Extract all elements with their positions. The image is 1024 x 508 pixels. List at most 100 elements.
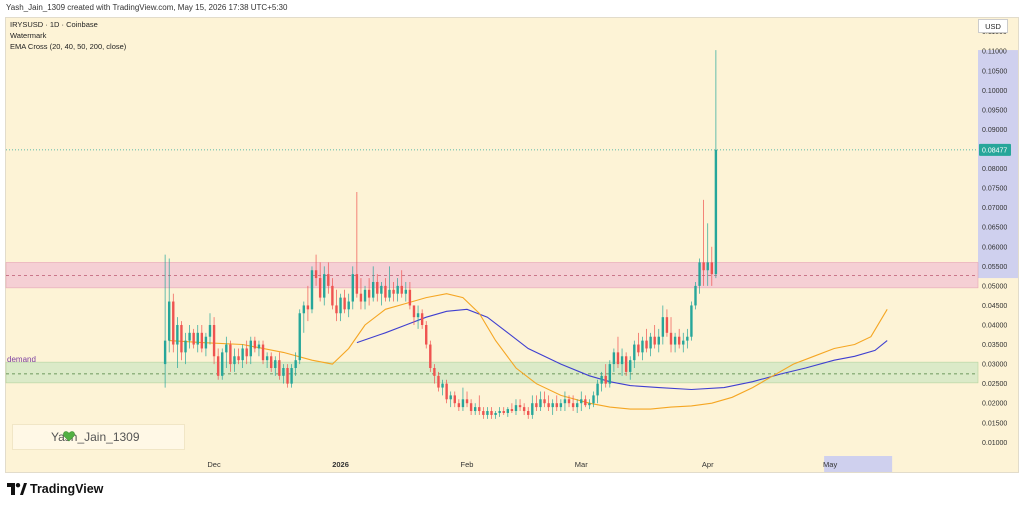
candle-body (522, 407, 526, 412)
watermark-label[interactable]: Watermark (10, 31, 47, 40)
candle-body (241, 348, 244, 361)
demand-zone (5, 361, 979, 384)
candle-body (416, 313, 420, 318)
candle-body (294, 360, 297, 369)
candle-body (702, 262, 705, 271)
candle-body (580, 399, 583, 404)
candle-body (396, 285, 399, 294)
candle-body (673, 336, 677, 345)
candle-body (253, 340, 257, 349)
tradingview-logo-icon (7, 483, 27, 495)
candle-body (645, 340, 648, 349)
candle-body (469, 403, 473, 412)
candle-body (278, 360, 281, 376)
candle-body (425, 324, 428, 345)
candle-body (249, 340, 252, 357)
y-tick-label-16: 0.03500 (982, 342, 1007, 349)
candle-body (473, 407, 477, 412)
candle-body (400, 285, 403, 294)
candle-body (661, 317, 665, 337)
candle-body (229, 344, 232, 365)
x-tick-label-3: Mar (575, 460, 588, 469)
candle-body (412, 305, 416, 318)
candle-body (216, 356, 220, 376)
y-tick-label-5: 0.09000 (982, 127, 1007, 134)
candle-body (245, 348, 248, 357)
candle-body (163, 340, 167, 365)
candle-body (318, 278, 322, 298)
candle-body (367, 289, 371, 298)
indicator-label[interactable]: EMA Cross (20, 40, 50, 200, close) (10, 42, 127, 51)
candle-body (714, 149, 718, 275)
candle-body (518, 405, 522, 408)
candle-body (339, 297, 342, 314)
y-tick-label-10: 0.06500 (982, 225, 1007, 232)
candle-body (176, 324, 179, 345)
candle-body (608, 364, 612, 384)
candle-body (208, 324, 212, 337)
candle-body (490, 411, 493, 415)
candle-body (571, 403, 575, 408)
candle-body (237, 356, 240, 361)
candle-body (563, 399, 567, 404)
candle-body (531, 403, 534, 415)
x-tick-label-0: Dec (207, 460, 221, 469)
candle-body (449, 395, 452, 400)
candle-body (404, 289, 408, 294)
candle-body (510, 409, 514, 412)
candle-body (261, 344, 265, 361)
y-tick-label-21: 0.01000 (982, 440, 1007, 447)
candle-body (604, 375, 607, 384)
currency-button[interactable]: USD (978, 19, 1008, 33)
tradingview-logo[interactable]: TradingView (7, 482, 103, 496)
candle-body (269, 356, 273, 369)
candle-body (172, 301, 175, 345)
candle-body (192, 332, 195, 345)
y-tick-label-18: 0.02500 (982, 381, 1007, 388)
candle-body (600, 375, 603, 384)
candle-body (665, 317, 669, 333)
candle-body (441, 383, 444, 388)
brand-name: TradingView (30, 482, 104, 496)
y-tick-label-14: 0.04500 (982, 303, 1007, 310)
symbol-label[interactable]: IRYSUSD · 1D · Coinbase (10, 20, 98, 29)
candle-body (323, 274, 326, 298)
candle-body (588, 403, 591, 406)
candle-body (212, 324, 216, 357)
candle-body (653, 336, 656, 345)
candle-body (286, 368, 289, 384)
candle-body (682, 340, 685, 345)
y-tick-label-13: 0.05000 (982, 283, 1007, 290)
candle-body (327, 274, 330, 286)
candle-body (188, 332, 191, 341)
candle-body (669, 332, 673, 345)
axis-range-highlight (978, 50, 1018, 279)
candle-body (612, 352, 616, 365)
candle-body (559, 403, 563, 408)
demand-zone-label: demand (7, 355, 36, 364)
candle-body (331, 285, 334, 306)
y-tick-label-3: 0.10000 (982, 88, 1007, 95)
candle-body (310, 270, 314, 310)
candle-body (482, 411, 485, 415)
candle-body (408, 289, 412, 306)
candle-body (641, 340, 644, 353)
chart-pane[interactable] (5, 17, 1019, 473)
candle-body (690, 305, 693, 337)
candle-body (351, 274, 354, 302)
candle-body (629, 360, 632, 372)
candle-body (437, 375, 440, 388)
chart-credit: Yash_Jain_1309 created with TradingView.… (6, 3, 288, 12)
candle-body (359, 293, 363, 302)
candle-body (710, 262, 714, 275)
candle-body (335, 305, 338, 314)
candle-body (384, 285, 387, 298)
candle-body (649, 336, 652, 349)
candle-body (461, 399, 465, 408)
candle-body (282, 368, 285, 376)
candle-body (465, 399, 469, 404)
candle-body (453, 395, 456, 404)
y-tick-label-1: 0.11000 (982, 49, 1007, 56)
candle-body (543, 399, 546, 404)
